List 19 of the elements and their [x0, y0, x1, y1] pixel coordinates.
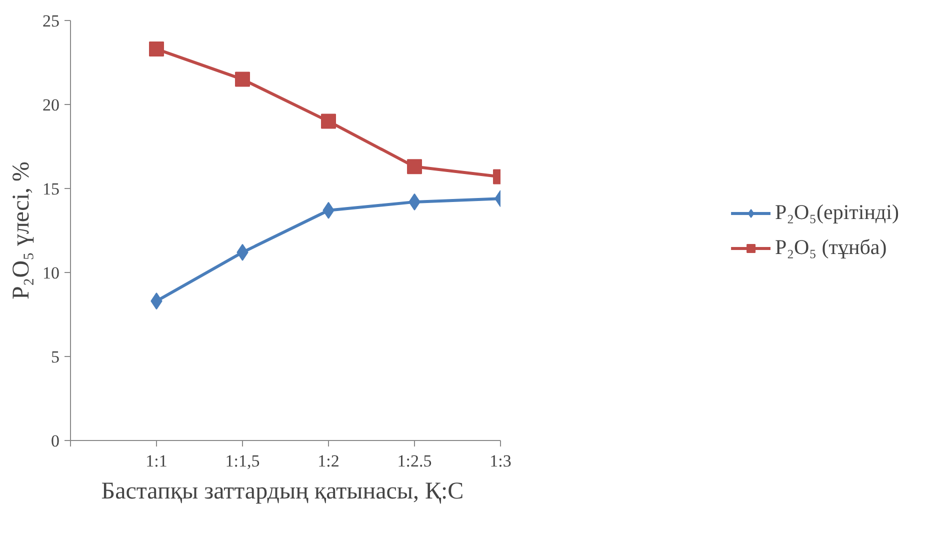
x-tick-label: 1:2 [318, 452, 340, 470]
x-tick-label: 1:1,5 [225, 452, 260, 470]
legend-label: P₂O₅(ерітінді) [775, 200, 899, 225]
y-tick-label: 5 [51, 348, 60, 366]
y-axis-title: P₂O₅ үлесі, % [8, 162, 34, 300]
point [407, 159, 422, 174]
point [321, 114, 336, 129]
legend-label: P₂O₅ (тұнба) [775, 235, 887, 260]
x-tick-label: 1:1 [146, 452, 168, 470]
y-tick-label: 10 [42, 264, 60, 282]
y-tick-label: 15 [42, 180, 60, 198]
y-tick-label: 20 [42, 96, 60, 114]
x-axis-title: Бастапқы заттардың қатынасы, Қ:С [101, 478, 464, 504]
y-tick-label: 0 [51, 432, 60, 450]
y-tick-label: 25 [42, 12, 60, 30]
point [235, 72, 250, 87]
x-tick-label: 1:2.5 [397, 452, 432, 470]
point [149, 42, 164, 57]
x-tick-label: 1:3 [490, 452, 512, 470]
